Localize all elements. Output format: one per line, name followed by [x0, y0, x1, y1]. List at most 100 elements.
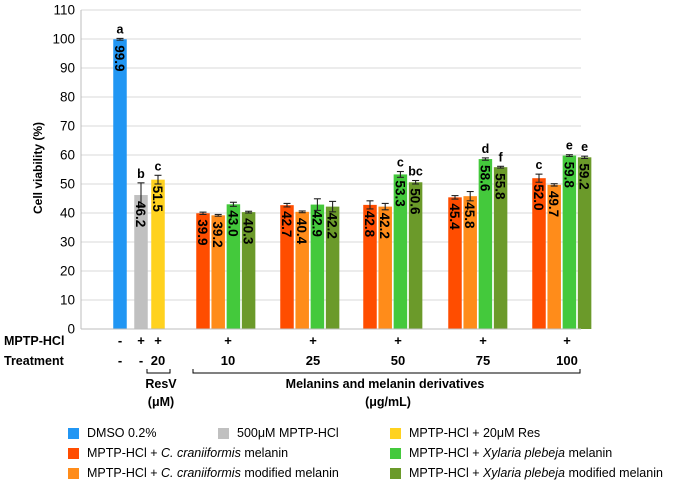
- legend-swatch-dmso: [68, 427, 79, 439]
- treatment-value: 25: [306, 353, 320, 368]
- bar-ccm: [295, 211, 309, 329]
- data-label: 43.0: [225, 210, 240, 236]
- bar-xp: [393, 174, 408, 329]
- legend-swatch-ccm: [68, 467, 79, 479]
- y-tick-label: 10: [60, 293, 75, 308]
- bar-cc: [280, 205, 294, 329]
- mptp-sign: +: [137, 333, 145, 348]
- significance-letter: c: [397, 156, 404, 170]
- y-tick-label: 80: [60, 90, 75, 105]
- y-tick-label: 30: [60, 235, 75, 250]
- data-label: 99.9: [112, 45, 127, 71]
- melanin-bracket: [192, 369, 581, 374]
- treatment-value: 100: [556, 353, 578, 368]
- treatment-value: 20: [151, 353, 165, 368]
- mptp-sign: +: [479, 333, 487, 348]
- legend-text-mptp: 500μM MPTP-HCl: [237, 426, 339, 440]
- data-label: 40.3: [241, 218, 256, 245]
- significance-letter: e: [581, 140, 588, 154]
- melanin-label: Melanins and melanin derivatives: [286, 377, 485, 391]
- bar-xp: [478, 159, 493, 329]
- data-label: 42.7: [279, 211, 294, 237]
- mptp-sign: +: [563, 333, 571, 348]
- legend-item-cc: MPTP-HCl + C. craniiformis melanin: [68, 446, 288, 460]
- data-label: 58.6: [477, 165, 492, 192]
- data-label: 49.7: [546, 191, 561, 217]
- legend-item-ccm: MPTP-HCl + C. craniiformis modified mela…: [68, 466, 339, 480]
- melanin-unit: (μg/mL): [365, 395, 411, 409]
- bar-xpm: [493, 167, 508, 329]
- legend-text-xp: MPTP-HCl + Xylaria plebeja melanin: [409, 446, 613, 460]
- bar-ccm: [378, 206, 392, 329]
- legend-text-dmso: DMSO 0.2%: [87, 426, 157, 440]
- legend-swatch-xpm: [390, 467, 401, 479]
- legend-item-dmso: DMSO 0.2%: [68, 426, 156, 440]
- bar-xp: [562, 155, 577, 329]
- row-label-mptp: MPTP-HCl: [4, 334, 64, 348]
- significance-letter: e: [566, 139, 573, 153]
- data-label: 45.4: [447, 203, 462, 230]
- y-tick-label: 40: [60, 206, 75, 221]
- significance-letter: b: [137, 167, 145, 181]
- mptp-sign: +: [224, 333, 232, 348]
- y-tick-label: 50: [60, 177, 75, 192]
- y-tick-label: 110: [53, 3, 75, 18]
- resv-unit: (μM): [148, 395, 174, 409]
- data-label: 50.6: [408, 188, 423, 215]
- row-label-treatment: Treatment: [4, 354, 65, 368]
- significance-letter: a: [117, 22, 125, 36]
- bar-res: [151, 179, 165, 329]
- resv-bracket: [146, 369, 171, 374]
- y-tick-label: 0: [67, 322, 75, 337]
- data-label: 55.8: [493, 173, 508, 200]
- legend-text-res: MPTP-HCl + 20μM Res: [409, 426, 541, 440]
- bar-xpm: [408, 182, 423, 329]
- legend-text-cc: MPTP-HCl + C. craniiformis melanin: [87, 446, 289, 460]
- mptp-sign: +: [309, 333, 317, 348]
- data-label: 42.9: [309, 211, 324, 237]
- bar-dmso: [113, 39, 127, 329]
- data-label: 39.9: [195, 219, 210, 245]
- legend-item-mptp: 500μM MPTP-HCl: [218, 426, 339, 440]
- mptp-sign: +: [394, 333, 402, 348]
- significance-letter: c: [155, 159, 162, 173]
- mptp-sign: +: [154, 333, 162, 348]
- legend-swatch-cc: [68, 447, 79, 459]
- data-label: 53.3: [392, 180, 407, 207]
- significance-letter: c: [536, 158, 543, 172]
- significance-letter: bc: [408, 165, 423, 179]
- bar-mptp: [134, 195, 148, 329]
- bar-cc: [532, 178, 546, 329]
- resv-label: ResV: [145, 377, 177, 391]
- data-label: 42.8: [362, 211, 377, 238]
- bar-xp: [226, 204, 241, 329]
- mptp-sign: -: [118, 333, 122, 348]
- bar-cc: [363, 204, 377, 329]
- treatment-value: -: [139, 353, 143, 368]
- legend-text-xpm: MPTP-HCl + Xylaria plebeja modified mela…: [409, 466, 663, 480]
- bar-cc: [448, 197, 462, 329]
- y-axis-label: Cell viability (%): [31, 122, 45, 214]
- legend-text-ccm: MPTP-HCl + C. craniiformis modified mela…: [87, 466, 339, 480]
- data-label: 45.8: [462, 202, 477, 229]
- data-label: 52.0: [531, 184, 546, 210]
- data-label: 59.2: [577, 163, 592, 189]
- bar-cc: [196, 213, 210, 329]
- legend-swatch-xp: [390, 447, 401, 459]
- y-tick-label: 90: [60, 61, 75, 76]
- axes: 0 10 20 30 40 50 60 70 80 90 100 110: [52, 3, 581, 337]
- data-label: 51.5: [150, 186, 165, 213]
- treatment-value: 75: [476, 353, 490, 368]
- treatment-value: -: [118, 353, 122, 368]
- treatment-value: 10: [221, 353, 235, 368]
- data-label: 40.4: [294, 218, 309, 245]
- y-tick-label: 60: [60, 148, 75, 163]
- bar-xp: [310, 204, 325, 329]
- data-label: 59.8: [561, 162, 576, 189]
- legend-item-xp: MPTP-HCl + Xylaria plebeja melanin: [390, 446, 612, 460]
- y-tick-label: 100: [52, 32, 75, 47]
- bar-xpm: [241, 212, 256, 329]
